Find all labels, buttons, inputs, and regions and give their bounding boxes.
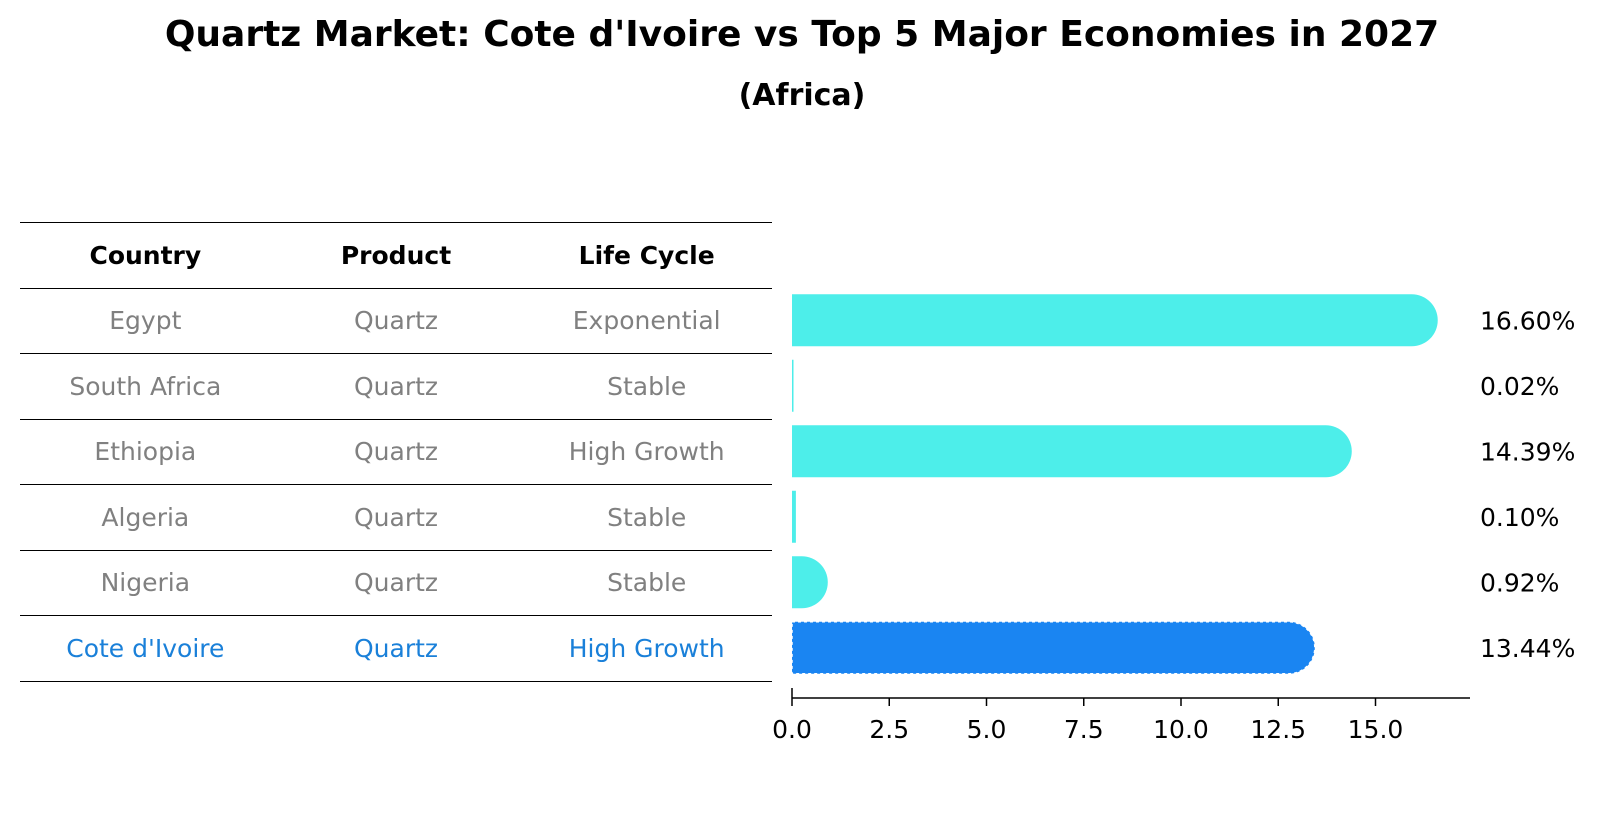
header-country: Country xyxy=(89,240,202,270)
x-tick-label: 2.5 xyxy=(869,715,909,744)
table-row: South Africa Quartz Stable xyxy=(20,354,772,420)
cell-life-cycle: Stable xyxy=(607,568,687,598)
bar-value-label: 0.92% xyxy=(1480,568,1559,597)
table-row: Ethiopia Quartz High Growth xyxy=(20,420,772,485)
bar-value-label: 16.60% xyxy=(1480,306,1575,335)
cell-life-cycle: Exponential xyxy=(572,306,721,336)
x-tick-label: 10.0 xyxy=(1153,715,1209,744)
cell-product: Quartz xyxy=(353,633,439,663)
cell-life-cycle: Stable xyxy=(607,371,687,401)
cell-country: Ethiopia xyxy=(94,437,197,467)
bar-value-label: 13.44% xyxy=(1480,634,1575,663)
cell-country: Egypt xyxy=(109,306,182,336)
bar xyxy=(792,294,1438,347)
cell-product: Quartz xyxy=(353,437,439,467)
chart-title: Quartz Market: Cote d'Ivoire vs Top 5 Ma… xyxy=(164,14,1440,55)
bar-value-label: 14.39% xyxy=(1480,437,1575,466)
table-row: Nigeria Quartz Stable xyxy=(20,551,772,616)
cell-country: South Africa xyxy=(69,371,222,401)
bar-value-label: 0.02% xyxy=(1480,372,1559,401)
bar xyxy=(792,556,828,609)
cell-product: Quartz xyxy=(353,568,439,598)
cell-life-cycle: High Growth xyxy=(568,633,725,663)
table-header-row: Country Product Life Cycle xyxy=(20,223,772,289)
x-tick-label: 15.0 xyxy=(1348,715,1404,744)
x-tick-label: 0.0 xyxy=(772,715,812,744)
x-tick-label: 7.5 xyxy=(1064,715,1104,744)
cell-country: Algeria xyxy=(101,502,190,532)
cell-product: Quartz xyxy=(353,502,439,532)
cell-product: Quartz xyxy=(353,306,439,336)
table-row: Egypt Quartz Exponential xyxy=(20,289,772,354)
table-row-highlight: Cote d'Ivoire Quartz High Growth xyxy=(20,616,772,682)
header-product: Product xyxy=(340,240,452,270)
chart-subtitle: (Africa) xyxy=(738,78,866,113)
cell-product: Quartz xyxy=(353,371,439,401)
table-row: Algeria Quartz Stable xyxy=(20,485,772,551)
bar xyxy=(791,621,1316,675)
header-life-cycle: Life Cycle xyxy=(578,240,715,270)
bar-value-label: 0.10% xyxy=(1480,503,1559,532)
cell-country: Cote d'Ivoire xyxy=(66,633,225,663)
bar xyxy=(792,490,796,543)
bar xyxy=(792,359,794,412)
cell-life-cycle: Stable xyxy=(607,502,687,532)
cell-country: Nigeria xyxy=(100,568,191,598)
cell-life-cycle: High Growth xyxy=(568,437,725,467)
country-table: Country Product Life Cycle Egypt Quartz … xyxy=(20,222,772,682)
x-tick-label: 12.5 xyxy=(1250,715,1306,744)
bar xyxy=(792,425,1352,478)
x-tick-label: 5.0 xyxy=(967,715,1007,744)
